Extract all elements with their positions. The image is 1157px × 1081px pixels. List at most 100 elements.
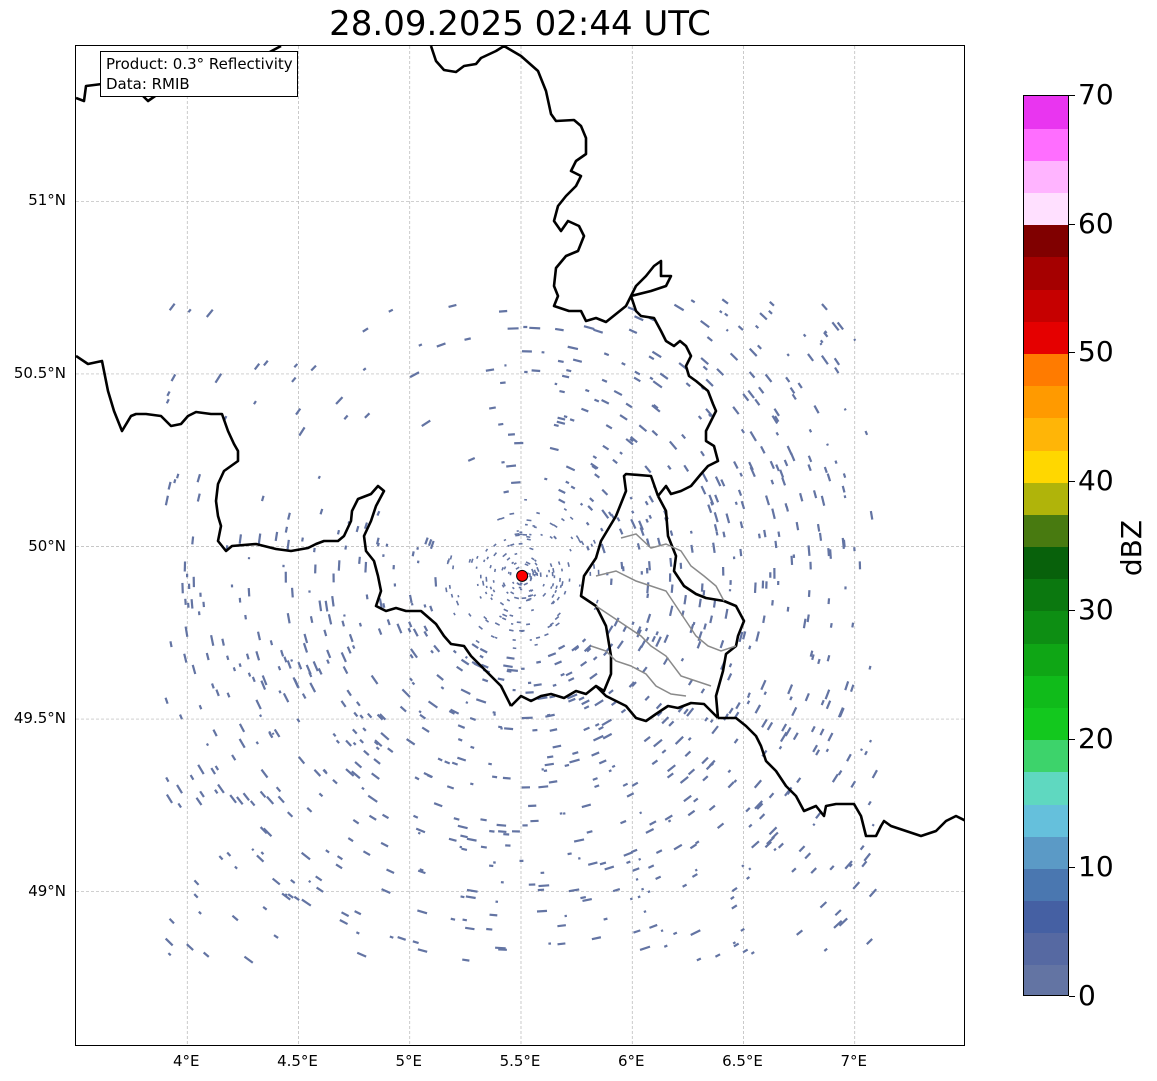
echo-cell [558,577,561,582]
echo-cell [526,538,531,541]
echo-cell [502,776,511,780]
echo-cell [578,584,581,587]
echo-cell [293,895,300,902]
echo-cell [534,559,537,562]
echo-cell [551,583,555,587]
echo-cell [345,739,352,747]
echo-cell [601,488,609,496]
colorbar-segment [1024,546,1068,580]
echo-cell [519,588,523,591]
echo-cell [802,618,807,629]
colorbar-tick-mark [1069,867,1075,869]
colorbar-tick-label: 20 [1078,721,1114,755]
echo-cell [612,458,618,465]
echo-cell [761,580,765,589]
echo-cell [211,683,215,689]
echo-cell [518,542,523,545]
echo-cell [523,582,529,586]
radar-map[interactable] [75,45,965,1046]
echo-cell [563,590,567,595]
echo-cell [589,672,598,680]
echo-cell [447,558,450,563]
echo-cell [763,691,767,696]
country-borders [76,46,964,838]
echo-cell [732,941,737,945]
echo-cell [773,408,780,417]
echo-cell [409,648,418,659]
echo-cell [291,376,297,383]
echo-cell [706,336,713,342]
echo-cell [354,910,362,916]
echo-cell [266,795,275,805]
echo-cell [183,561,187,572]
echo-cell [251,848,255,852]
echo-cell [430,649,434,654]
echo-cell [448,837,457,842]
echo-cell [585,388,590,393]
echo-cell [417,948,428,953]
echo-cell [511,586,515,590]
echo-cell [331,595,335,607]
echo-cell [734,501,738,506]
echo-cell [773,567,776,579]
echo-cell [631,510,635,514]
echo-cell [196,493,201,502]
echo-cell [761,718,768,728]
echo-cell [531,557,535,561]
colorbar-segment [1024,514,1068,548]
echo-cell [494,636,498,639]
echo-cell [386,868,395,874]
echo-cell [644,695,650,702]
echo-cell [397,936,407,941]
echo-cell [748,347,758,357]
echo-cell [626,792,635,798]
echo-cell [787,684,794,695]
echo-cell [260,851,265,855]
echo-cell [489,913,498,917]
echo-cell [749,431,757,442]
colorbar-tick-mark [1069,996,1075,997]
echo-cell [769,460,775,470]
echo-cell [319,508,324,515]
echo-cell [262,827,273,838]
echo-cell [238,738,246,749]
echo-cell [187,308,192,313]
echo-cell [238,723,246,733]
border-lu-de [656,495,746,719]
echo-cell [725,513,731,524]
echo-cell [429,540,435,550]
echo-cell [381,888,391,895]
echo-cell [507,571,510,575]
echo-cell [580,540,585,546]
echo-cell [753,779,763,789]
echo-cell [444,760,451,765]
echo-cell [725,328,729,332]
echo-cell [740,927,745,932]
echo-cell [682,883,688,888]
echo-cell [453,817,460,821]
echo-cell [602,444,610,451]
echo-cell [577,857,581,860]
echo-cell [648,495,654,503]
echo-cell [483,559,486,563]
echo-cell [501,460,505,464]
echo-cell [700,357,710,365]
echo-cell [541,351,545,354]
echo-cell [286,539,290,550]
echo-cell [297,756,306,765]
echo-cell [619,451,623,455]
echo-cell [727,673,733,681]
echo-cell [271,877,281,886]
echo-cell [375,746,380,751]
echo-cell [651,404,661,413]
echo-cell [819,901,828,909]
echo-cell [433,644,441,653]
echo-cell [362,727,367,732]
echo-cell [549,522,554,526]
echo-cell [687,678,694,686]
echo-cell [581,699,590,706]
echo-cell [552,600,556,605]
echo-cell [343,414,349,420]
echo-cell [434,577,438,587]
echo-cell [529,573,531,578]
